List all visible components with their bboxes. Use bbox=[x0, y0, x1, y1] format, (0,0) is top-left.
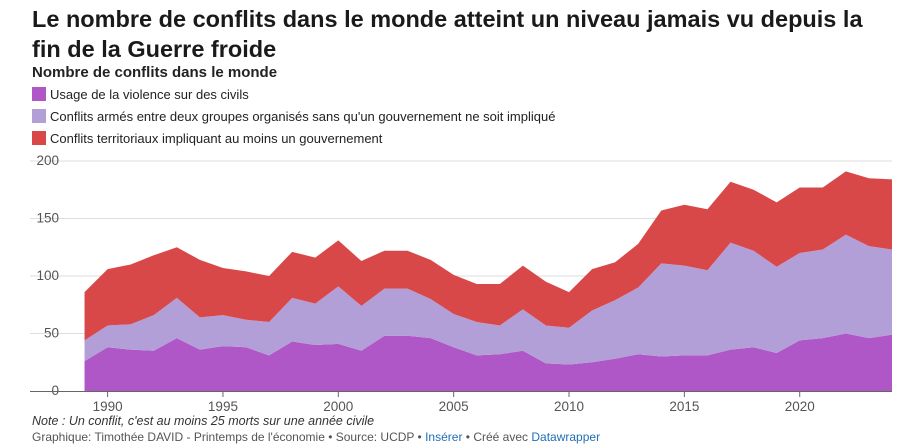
legend-label-civils: Usage de la violence sur des civils bbox=[50, 86, 249, 102]
legend: Usage de la violence sur des civils Conf… bbox=[32, 83, 555, 149]
series-area-2 bbox=[84, 171, 893, 341]
y-tick-label-100: 100 bbox=[36, 268, 59, 283]
x-tick-label-2000: 2000 bbox=[323, 399, 353, 414]
chart-subtitle: Nombre de conflits dans le monde bbox=[32, 64, 278, 81]
legend-swatch-territoriaux bbox=[32, 131, 46, 145]
datawrapper-link[interactable]: Datawrapper bbox=[531, 430, 601, 444]
x-tick-label-2005: 2005 bbox=[439, 399, 469, 414]
y-tick-label-200: 200 bbox=[36, 153, 59, 168]
legend-item-civils: Usage de la violence sur des civils bbox=[32, 83, 555, 105]
y-tick-label-150: 150 bbox=[36, 211, 59, 226]
y-tick-label-50: 50 bbox=[44, 326, 59, 341]
x-tick-label-2020: 2020 bbox=[785, 399, 815, 414]
legend-item-groupes: Conflits armés entre deux groupes organi… bbox=[32, 105, 555, 127]
x-tick-label-2010: 2010 bbox=[554, 399, 584, 414]
y-tick-label-0: 0 bbox=[51, 383, 59, 398]
legend-label-territoriaux: Conflits territoriaux impliquant au moin… bbox=[50, 130, 383, 146]
legend-swatch-civils bbox=[32, 87, 46, 101]
chart-note: Note : Un conflit, c'est au moins 25 mor… bbox=[32, 414, 375, 428]
legend-item-territoriaux: Conflits territoriaux impliquant au moin… bbox=[32, 127, 555, 149]
chart-credits: Graphique: Timothée DAVID - Printemps de… bbox=[32, 430, 600, 444]
series-area-1 bbox=[84, 234, 893, 365]
credits-source: Graphique: Timothée DAVID - Printemps de… bbox=[32, 430, 426, 444]
area-chart: 0 50 100 150 200 1990 1995 2000 2005 2010 2015 2020 bbox=[30, 153, 893, 414]
series-area-0 bbox=[84, 333, 893, 391]
chart-title: Le nombre de conflits dans le monde atte… bbox=[32, 6, 863, 62]
x-tick-label-1990: 1990 bbox=[93, 399, 123, 414]
legend-swatch-groupes bbox=[32, 109, 46, 123]
legend-label-groupes: Conflits armés entre deux groupes organi… bbox=[50, 108, 556, 124]
x-tick-label-1995: 1995 bbox=[208, 399, 238, 414]
embed-link[interactable]: Insérer bbox=[425, 430, 463, 444]
x-tick-label-2015: 2015 bbox=[669, 399, 699, 414]
credits-middle: • Créé avec bbox=[462, 430, 532, 444]
